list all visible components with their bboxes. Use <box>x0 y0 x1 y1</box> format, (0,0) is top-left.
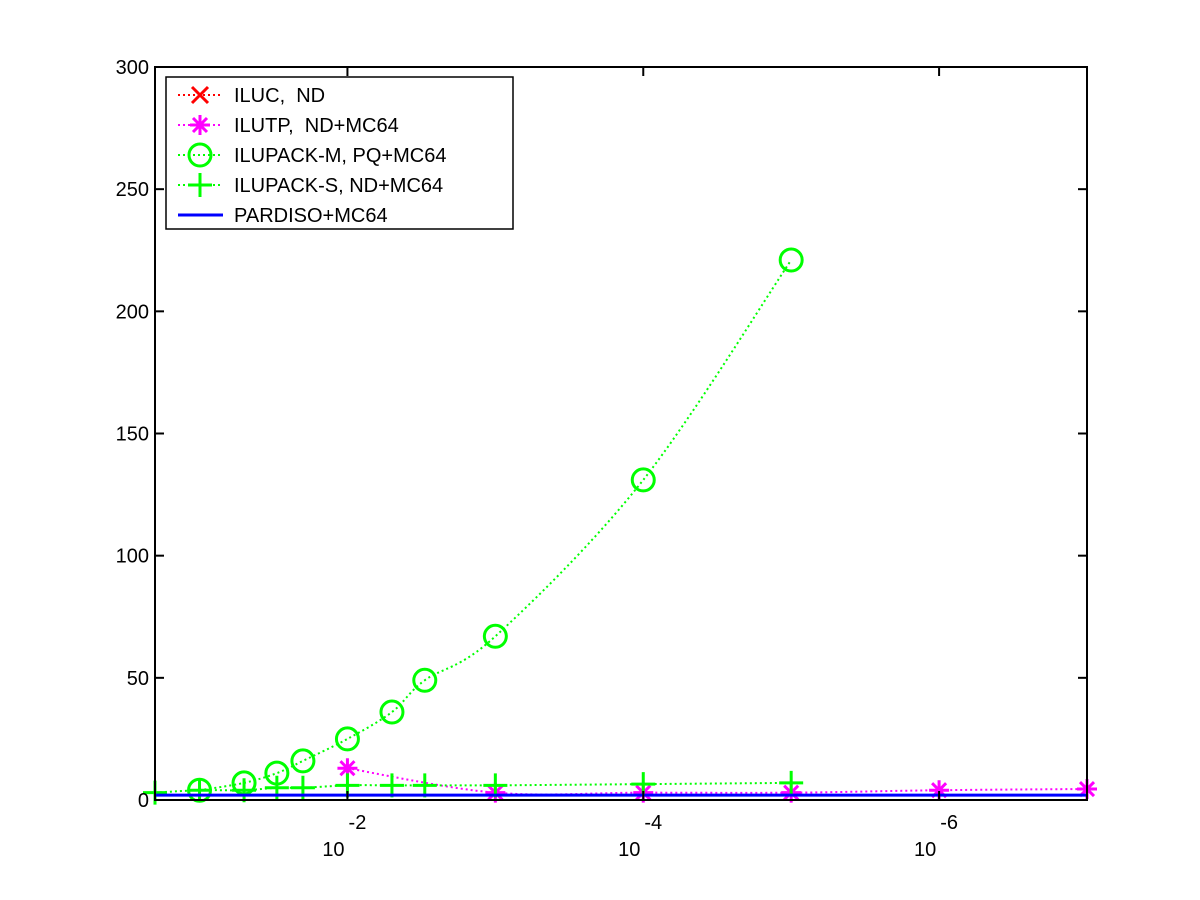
legend-marker <box>187 142 213 168</box>
data-point <box>379 699 405 725</box>
x-tick-base: 10 <box>322 839 344 861</box>
data-point <box>337 758 358 779</box>
legend-label: ILUC, ND <box>234 85 325 107</box>
y-tick-label: 200 <box>116 301 149 323</box>
legend-entry: PARDISO+MC64 <box>178 205 388 227</box>
data-point <box>483 773 508 798</box>
series-line <box>199 259 793 792</box>
legend-entry: ILUC, ND <box>178 85 325 107</box>
y-tick-label: 150 <box>116 424 149 446</box>
x-tick-base: 10 <box>618 839 640 861</box>
legend-label: ILUTP, ND+MC64 <box>234 115 399 137</box>
legend-label: ILUPACK-S, ND+MC64 <box>234 175 443 197</box>
x-tick-exponent: -4 <box>644 812 662 834</box>
data-point <box>412 773 437 798</box>
legend-marker <box>190 85 210 105</box>
legend-marker <box>188 173 212 197</box>
data-point <box>412 667 438 693</box>
legend-marker <box>190 115 210 135</box>
data-point <box>482 623 508 649</box>
data-point <box>779 770 804 795</box>
data-point <box>290 748 316 774</box>
y-tick-label: 0 <box>138 790 149 812</box>
legend-label: ILUPACK-M, PQ+MC64 <box>234 145 446 167</box>
data-point <box>929 780 950 801</box>
y-tick-label: 100 <box>116 546 149 568</box>
data-point <box>778 247 804 273</box>
data-point <box>232 778 257 803</box>
legend-entry: ILUTP, ND+MC64 <box>178 115 399 137</box>
legend-entry: ILUPACK-S, ND+MC64 <box>178 173 443 197</box>
series-line <box>347 767 1088 796</box>
x-tick-exponent: -6 <box>940 812 958 834</box>
legend-box <box>165 76 514 230</box>
series-3 <box>143 770 804 805</box>
data-point <box>379 773 404 798</box>
legend: ILUC, ND ILUTP, ND+MC64 ILUPACK-M, PQ+MC64… <box>165 76 514 230</box>
x-tick-base: 10 <box>914 839 936 861</box>
legend-label: PARDISO+MC64 <box>234 205 388 227</box>
y-tick-label: 250 <box>116 179 149 201</box>
data-point <box>334 726 360 752</box>
data-point <box>187 778 212 803</box>
x-tick-exponent: -2 <box>349 812 367 834</box>
y-tick-label: 300 <box>116 57 149 79</box>
y-tick-label: 50 <box>127 668 149 690</box>
legend-entry: ILUPACK-M, PQ+MC64 <box>178 142 446 168</box>
data-point <box>630 467 656 493</box>
